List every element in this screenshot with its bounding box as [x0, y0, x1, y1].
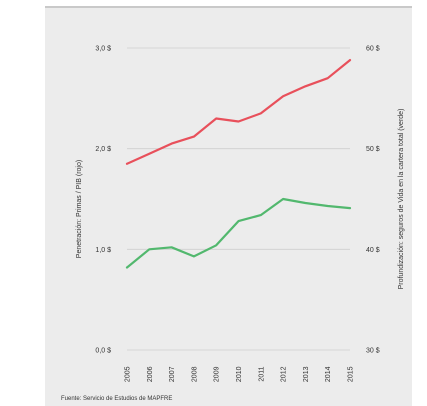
- right-tick-label: 50 $: [366, 146, 380, 153]
- left-tick-label: 2,0 $: [95, 146, 111, 153]
- x-tick-label: 2005: [125, 366, 132, 382]
- left-margin: [0, 0, 45, 406]
- series-lines: [125, 58, 352, 269]
- x-tick-label: 2012: [281, 366, 288, 382]
- top-rule: [45, 6, 412, 8]
- x-tick-label: 2007: [169, 366, 176, 382]
- right-axis-ticks: 30 $ 40 $ 50 $ 60 $: [366, 46, 380, 355]
- right-axis-title: Profundización: seguros de Vida en la ca…: [398, 109, 405, 290]
- source-note: Fuente: Servicio de Estudios de MAPFRE: [61, 396, 172, 402]
- grid: [127, 47, 350, 351]
- x-tick-label: 2010: [236, 366, 243, 382]
- x-tick-label: 2014: [325, 366, 332, 382]
- x-tick-label: 2006: [147, 366, 154, 382]
- right-tick-label: 30 $: [366, 348, 380, 355]
- right-tick-label: 60 $: [366, 46, 380, 53]
- line-chart: 0,0 $ 1,0 $ 2,0 $ 3,0 $ 30 $ 40 $ 50 $ 60 $ 20…: [61, 46, 405, 403]
- x-tick-label: 2011: [258, 366, 265, 381]
- x-tick-label: 2009: [214, 366, 221, 382]
- left-axis-ticks: 0,0 $ 1,0 $ 2,0 $ 3,0 $: [95, 46, 111, 355]
- x-axis-ticks: 2005 2006 2007 2008 2009 2010 2011 2012 2013 2014…: [125, 366, 355, 382]
- left-tick-label: 3,0 $: [95, 46, 111, 53]
- left-tick-label: 1,0 $: [95, 247, 111, 254]
- x-tick-label: 2008: [191, 366, 198, 382]
- right-tick-label: 40 $: [366, 247, 380, 254]
- x-tick-label: 2013: [303, 366, 310, 382]
- left-tick-label: 0,0 $: [95, 348, 111, 355]
- series-line-red: [125, 58, 352, 165]
- series-line-green: [125, 197, 352, 269]
- x-tick-label: 2015: [348, 366, 355, 382]
- chart-panel: [45, 8, 412, 406]
- left-axis-title: Penetración: Primas / PIB (rojo): [76, 160, 83, 258]
